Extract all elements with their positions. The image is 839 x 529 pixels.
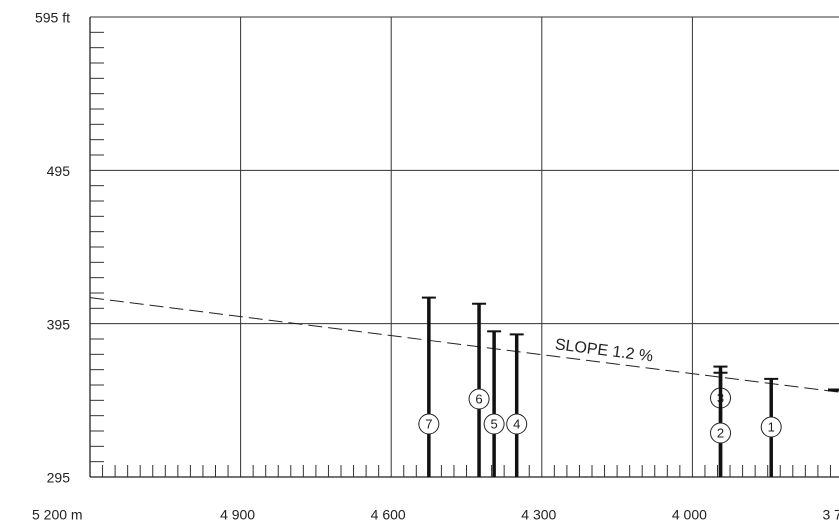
y-tick-label: 595 ft (35, 10, 70, 26)
well-marker (760, 416, 782, 438)
x-tick-label: 4 300 (521, 507, 556, 523)
y-tick-label: 395 (47, 316, 71, 332)
well-marker (418, 413, 440, 435)
well-label: 5 (490, 416, 497, 431)
well-marker (710, 422, 732, 444)
well-marker (468, 388, 490, 410)
x-tick-label: 4 600 (371, 507, 406, 523)
x-tick-label: 4 000 (672, 507, 707, 523)
y-tick-label: 295 (47, 470, 71, 486)
well-marker (483, 413, 505, 435)
x-tick-label: 4 900 (220, 507, 255, 523)
well-marker (506, 413, 528, 435)
well-label: 2 (717, 425, 724, 440)
slope-line (89, 297, 839, 393)
well-label: 4 (513, 416, 520, 431)
y-tick-label: 495 (47, 163, 71, 179)
well-label: 6 (475, 391, 482, 406)
well-label: 7 (425, 416, 432, 431)
annotation: SLOPE 1.2 % (554, 336, 654, 365)
x-tick-label: 3 700 (822, 507, 839, 523)
x-tick-label: 5 200 m (32, 507, 83, 523)
well-label: 1 (768, 419, 775, 434)
